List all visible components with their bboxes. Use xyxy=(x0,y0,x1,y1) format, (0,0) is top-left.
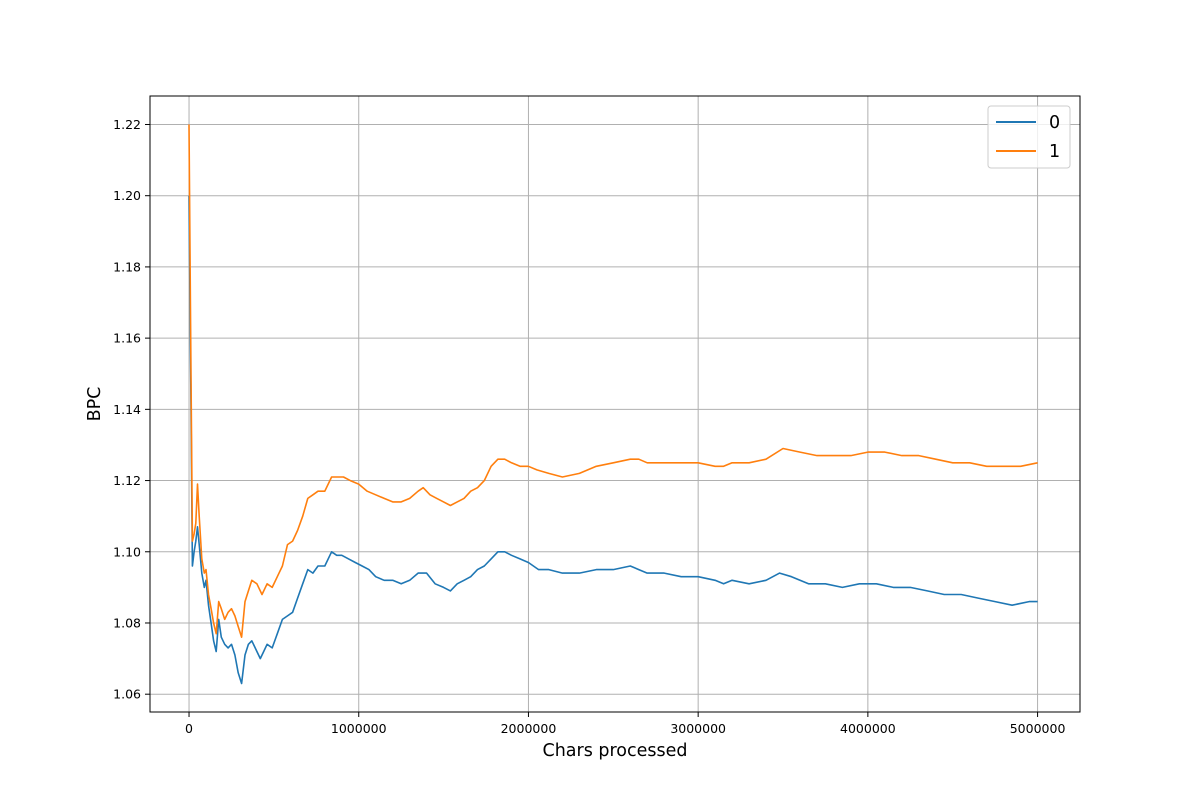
legend-label-series-0: 0 xyxy=(1049,113,1060,133)
y-tick-label: 1.10 xyxy=(113,544,141,559)
x-axis-label: Chars processed xyxy=(542,741,687,761)
series-line-0 xyxy=(188,195,1038,685)
y-tick-label: 1.14 xyxy=(113,402,141,417)
y-tick-label: 1.16 xyxy=(113,331,141,346)
y-axis-ticks: 1.06 1.08 1.10 1.12 1.14 1.16 1.18 1.20 1.22 xyxy=(113,117,150,702)
y-tick-label: 1.22 xyxy=(113,117,141,132)
x-tick-label: 2000000 xyxy=(501,721,557,736)
plot-frame xyxy=(149,95,1081,713)
legend-label-series-1: 1 xyxy=(1049,142,1060,162)
y-axis-label: BPC xyxy=(85,387,105,422)
y-tick-label: 1.06 xyxy=(113,687,141,702)
y-tick-label: 1.12 xyxy=(113,473,141,488)
x-tick-label: 3000000 xyxy=(670,721,726,736)
x-tick-label: 1000000 xyxy=(331,721,387,736)
grid xyxy=(150,96,1080,712)
y-tick-label: 1.08 xyxy=(113,615,141,630)
series-line-1 xyxy=(188,124,1038,638)
x-axis-ticks: 0 1000000 2000000 3000000 4000000 5000000 xyxy=(185,712,1065,736)
x-tick-label: 0 xyxy=(185,721,193,736)
y-tick-label: 1.20 xyxy=(113,188,141,203)
y-tick-label: 1.18 xyxy=(113,259,141,274)
x-tick-label: 4000000 xyxy=(840,721,896,736)
series-lines xyxy=(188,124,1038,685)
legend: 0 1 xyxy=(987,105,1071,169)
x-tick-label: 5000000 xyxy=(1010,721,1066,736)
